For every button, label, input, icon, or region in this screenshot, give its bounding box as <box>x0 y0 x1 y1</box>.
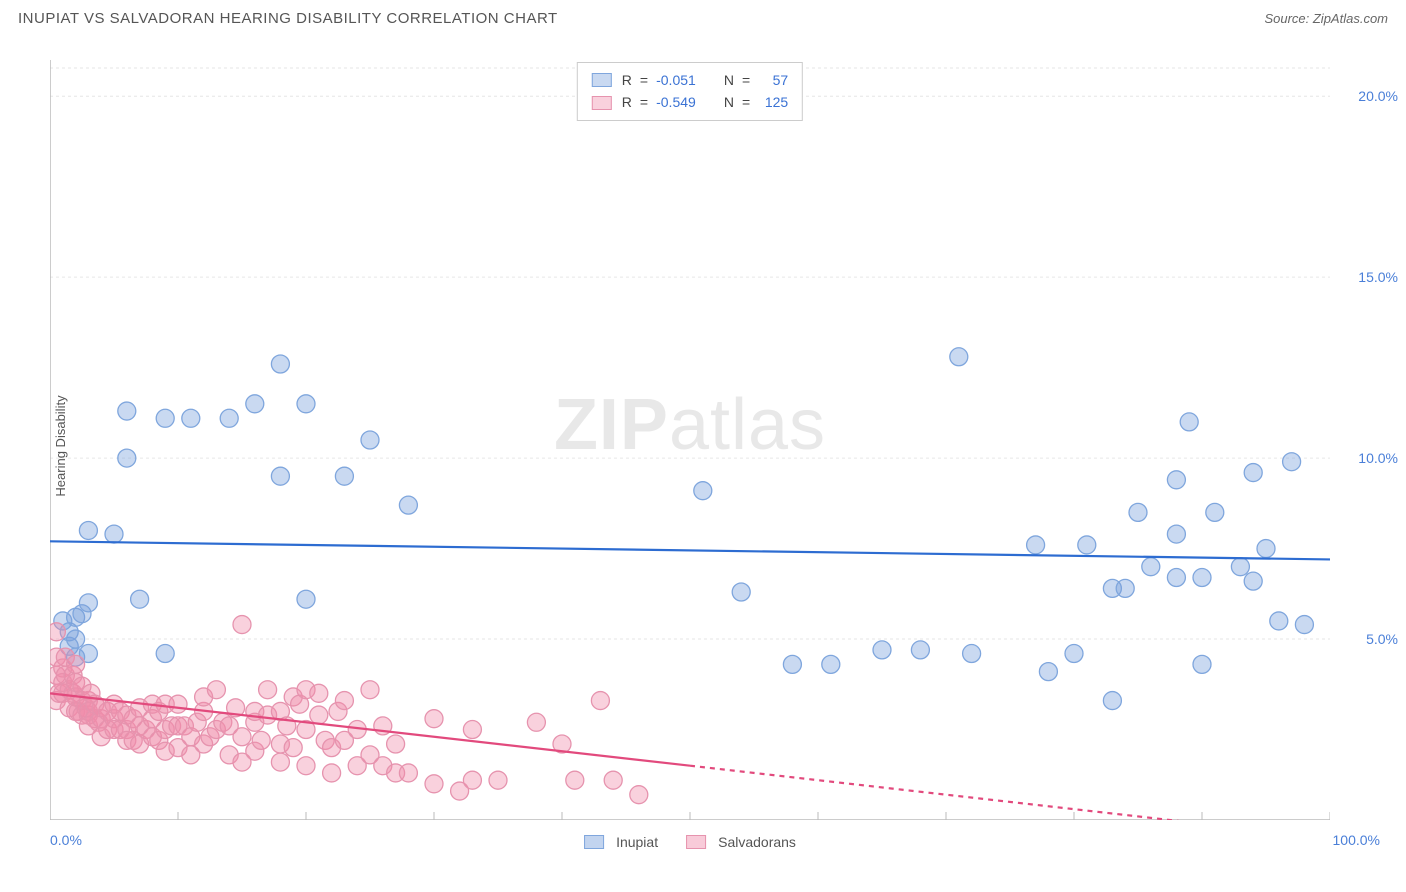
chart-area: ZIPatlas R=-0.051 N=57R=-0.549 N=125 0.0… <box>50 60 1330 820</box>
stat-r-label: R <box>622 91 632 113</box>
chart-header: INUPIAT VS SALVADORAN HEARING DISABILITY… <box>0 0 1406 27</box>
x-tick-max: 100.0% <box>1333 832 1380 848</box>
stat-n-value: 57 <box>758 69 788 91</box>
stats-legend: R=-0.051 N=57R=-0.549 N=125 <box>577 62 803 121</box>
stat-n-label: N <box>724 69 734 91</box>
stat-r-value: -0.549 <box>656 91 704 113</box>
stat-r-label: R <box>622 69 632 91</box>
y-tick-label: 10.0% <box>1358 450 1398 466</box>
legend-swatch <box>686 835 706 849</box>
stat-n-label: N <box>724 91 734 113</box>
chart-source: Source: ZipAtlas.com <box>1264 11 1388 26</box>
y-tick-label: 5.0% <box>1366 631 1398 647</box>
series-legend: Inupiat Salvadorans <box>584 834 796 850</box>
stat-r-value: -0.051 <box>656 69 704 91</box>
y-tick-label: 15.0% <box>1358 269 1398 285</box>
y-tick-label: 20.0% <box>1358 88 1398 104</box>
legend-swatch <box>584 835 604 849</box>
legend-swatch <box>592 96 612 110</box>
stat-legend-row: R=-0.549 N=125 <box>592 91 788 113</box>
stat-legend-row: R=-0.051 N=57 <box>592 69 788 91</box>
legend-item: Salvadorans <box>686 834 796 850</box>
legend-label: Salvadorans <box>718 834 796 850</box>
legend-label: Inupiat <box>616 834 658 850</box>
scatter-plot <box>50 60 1330 820</box>
x-tick-min: 0.0% <box>50 832 82 848</box>
chart-title: INUPIAT VS SALVADORAN HEARING DISABILITY… <box>18 10 558 27</box>
stat-n-value: 125 <box>758 91 788 113</box>
legend-swatch <box>592 73 612 87</box>
legend-item: Inupiat <box>584 834 658 850</box>
